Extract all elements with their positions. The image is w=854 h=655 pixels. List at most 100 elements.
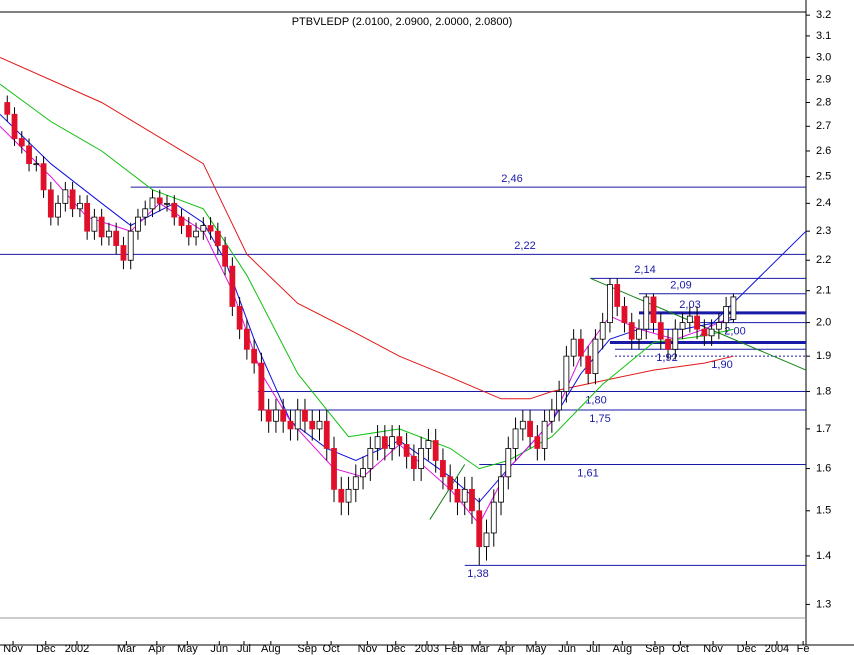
candle-body — [396, 436, 403, 445]
x-tick-label: Dec — [36, 643, 56, 655]
candle-body — [273, 409, 279, 422]
candle-body — [309, 420, 316, 430]
x-tick-label: Aug — [613, 643, 633, 655]
y-tick-label: 3.1 — [816, 30, 831, 42]
candle-body — [563, 355, 570, 392]
x-tick-label: Sep — [297, 643, 317, 655]
x-tick-label: Sep — [645, 643, 665, 655]
level-label: 1,80 — [585, 394, 606, 406]
candle-body — [556, 391, 563, 411]
candle-body — [374, 436, 381, 449]
trend-line — [699, 230, 807, 337]
candle-body — [69, 189, 76, 210]
candle-body — [694, 315, 700, 330]
candle-body — [665, 338, 671, 350]
x-tick-label: Dec — [737, 643, 757, 655]
candle-body — [113, 230, 120, 246]
y-tick-label: 2.2 — [816, 254, 831, 266]
candle-body — [302, 409, 308, 422]
candle-body — [534, 436, 541, 449]
candle-body — [469, 488, 475, 512]
candle-body — [142, 208, 149, 218]
y-tick-label: 1.7 — [816, 423, 831, 435]
x-tick-label: Nov — [358, 643, 378, 655]
chart-title: PTBVLEDP (2.0100, 2.0900, 2.0000, 2.0800… — [292, 16, 513, 28]
candle-body — [26, 145, 32, 165]
level-label: 2,22 — [514, 240, 535, 252]
level-label: 2,46 — [501, 173, 522, 185]
level-label: 1,92 — [656, 352, 677, 364]
candle-body — [84, 202, 91, 232]
candle-body — [541, 420, 548, 449]
candle-body — [425, 440, 432, 449]
candle-body — [410, 456, 417, 469]
candle-body — [614, 284, 621, 307]
candle-body — [323, 420, 330, 449]
candle-body — [76, 202, 83, 210]
candle-body — [185, 225, 192, 238]
y-tick-label: 1.9 — [816, 350, 831, 362]
candle-body — [512, 428, 519, 449]
candle-body — [723, 306, 730, 324]
candle-body — [461, 488, 468, 503]
candle-body — [592, 338, 599, 375]
candle-body — [360, 468, 366, 478]
x-tick-label: Oct — [323, 643, 340, 655]
moving-average — [0, 56, 734, 400]
candle-body — [135, 216, 141, 232]
candle-body — [11, 113, 18, 139]
candle-body — [338, 488, 345, 503]
candle-body — [585, 355, 592, 375]
candle-body — [548, 409, 555, 422]
level-label: 1,61 — [577, 467, 598, 479]
candle-body — [106, 230, 112, 238]
candle-body — [251, 348, 258, 364]
candle-body — [164, 202, 170, 205]
candle-body — [650, 296, 657, 324]
y-tick-label: 3.0 — [816, 51, 831, 63]
candle-body — [483, 532, 490, 548]
candle-body — [214, 230, 221, 246]
x-tick-label: Apr — [148, 643, 165, 655]
candle-body — [222, 245, 228, 267]
candle-body — [265, 409, 272, 422]
candle-body — [229, 265, 236, 307]
y-tick-label: 2.4 — [816, 197, 831, 209]
candle-body — [331, 448, 337, 490]
level-label: 2,03 — [679, 299, 700, 311]
candle-body — [519, 420, 526, 430]
candle-body — [403, 444, 410, 457]
x-tick-label: May — [177, 643, 198, 655]
y-tick-label: 2.9 — [816, 73, 831, 85]
y-tick-label: 1.4 — [816, 550, 831, 562]
candle-body — [280, 409, 287, 422]
x-tick-label: Jul — [586, 643, 600, 655]
level-label: 2,00 — [724, 326, 745, 338]
candle-body — [62, 189, 69, 204]
y-tick-label: 1.8 — [816, 385, 831, 397]
candle-body — [578, 338, 584, 357]
x-tick-label: Nov — [703, 643, 723, 655]
x-tick-label: 2003 — [415, 643, 439, 655]
candle-body — [476, 510, 483, 548]
candle-body — [367, 448, 374, 469]
candle-body — [207, 225, 214, 232]
candle-body — [287, 420, 294, 430]
candle-body — [258, 362, 265, 411]
y-tick-label: 1.3 — [816, 598, 831, 610]
candle-body — [440, 460, 446, 478]
candle-body — [527, 420, 533, 438]
candle-body — [33, 163, 40, 166]
x-tick-label: Oct — [672, 643, 689, 655]
y-tick-label: 2.1 — [816, 285, 831, 297]
candle-body — [171, 202, 178, 218]
y-tick-label: 2.7 — [816, 120, 831, 132]
candle-body — [193, 230, 199, 238]
candle-body — [715, 322, 722, 330]
x-tick-label: May — [525, 643, 546, 655]
candle-body — [599, 322, 606, 340]
candle-body — [570, 338, 577, 357]
candle-body — [490, 501, 497, 534]
